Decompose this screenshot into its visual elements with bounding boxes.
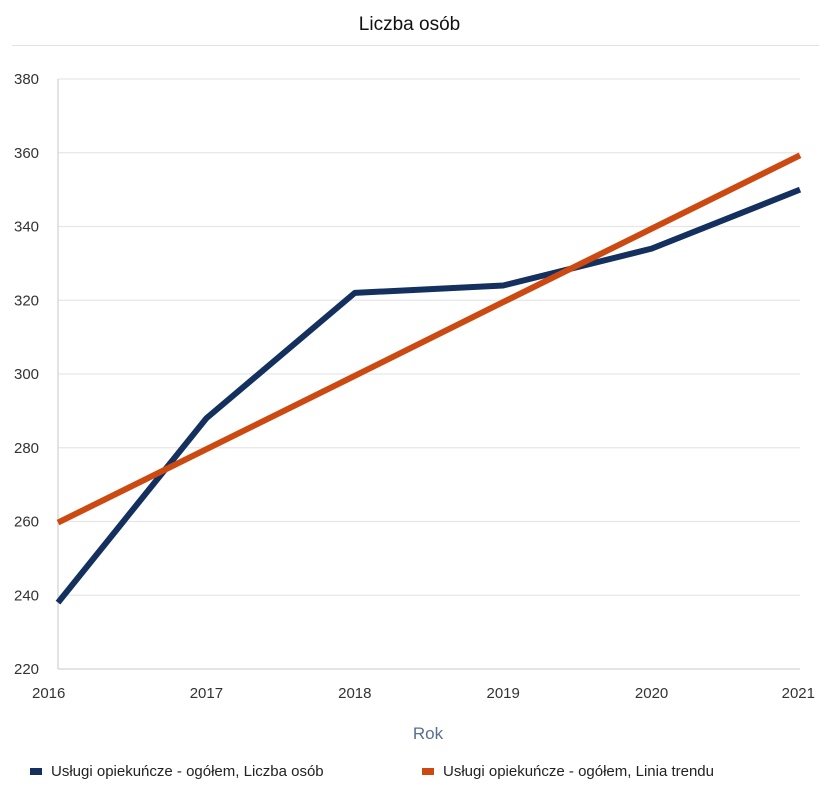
- legend-item-series-2[interactable]: Usługi opiekuńcze - ogółem, Linia trendu: [422, 763, 714, 780]
- y-tick-label: 280: [14, 440, 39, 457]
- legend-item-series-1[interactable]: Usługi opiekuńcze - ogółem, Liczba osób: [30, 763, 324, 780]
- x-tick-label: 2016: [32, 685, 65, 702]
- legend: Usługi opiekuńcze - ogółem, Liczba osób …: [30, 763, 819, 783]
- series-line-1: [55, 186, 802, 605]
- series-lines: [55, 152, 802, 605]
- title-divider: [12, 45, 819, 46]
- series-line-2: [56, 152, 802, 526]
- y-tick-label: 380: [14, 71, 39, 88]
- legend-swatch: [422, 768, 434, 775]
- y-tick-label: 340: [14, 219, 39, 236]
- legend-label: Usługi opiekuńcze - ogółem, Linia trendu: [443, 763, 714, 780]
- x-tick-label: 2017: [190, 685, 223, 702]
- y-tick-label: 220: [14, 661, 39, 678]
- axes: [57, 79, 800, 670]
- x-tick-label: 2019: [487, 685, 520, 702]
- x-tick-label: 2018: [338, 685, 371, 702]
- x-axis-label: Rok: [413, 724, 444, 743]
- y-tick-label: 300: [14, 366, 39, 383]
- chart-title: Liczba osób: [358, 14, 461, 35]
- x-tick-label: 2020: [635, 685, 668, 702]
- tick-labels: 220 240 260 280 300 320 340 360 380 2016 2017 2018 2…: [14, 71, 815, 702]
- y-tick-label: 360: [14, 145, 39, 162]
- x-tick-label: 2021: [782, 685, 815, 702]
- y-tick-label: 260: [14, 514, 39, 531]
- legend-swatch: [30, 768, 42, 775]
- y-tick-label: 240: [14, 587, 39, 604]
- legend-label: Usługi opiekuńcze - ogółem, Liczba osób: [51, 763, 324, 780]
- line-chart: 220 240 260 280 300 320 340 360 380 2016 2017 2018 2…: [14, 71, 815, 743]
- y-tick-label: 320: [14, 292, 39, 309]
